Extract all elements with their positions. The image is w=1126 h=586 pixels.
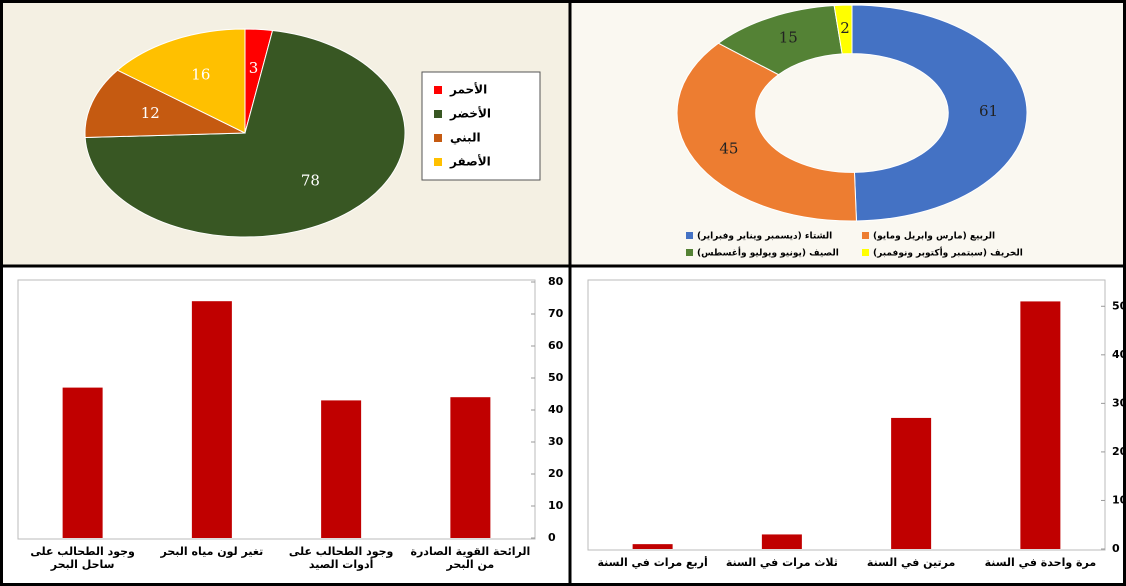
legend-label: الأحمر [449, 82, 487, 97]
data-label: 61 [979, 102, 998, 120]
y-tick-label: 10 [1112, 493, 1126, 506]
legend-label: الصيف (يونيو ويوليو وأغسطس) [697, 247, 839, 259]
x-tick-label-box: وجود الطحالب على ساحل البحر [30, 545, 135, 571]
legend-label: الشتاء (ديسمبر ويناير وفبراير) [697, 232, 832, 242]
x-tick-label: أربع مرات في السنة [597, 556, 708, 569]
y-tick-label: 50 [548, 371, 564, 384]
y-tick-label: 30 [1112, 396, 1126, 409]
y-tick-label: 20 [548, 467, 564, 480]
y-tick-label: 50 [1112, 299, 1126, 312]
data-label: 78 [301, 171, 320, 189]
legend-swatch [686, 249, 693, 256]
x-tick-label-box: ثلاث مرات في السنة [725, 556, 838, 569]
bar [450, 397, 491, 538]
legend-label: الأصفر [449, 154, 491, 169]
y-tick-label: 0 [548, 531, 556, 544]
y-tick-label: 10 [548, 499, 564, 512]
bar [191, 301, 232, 538]
slice [676, 42, 857, 222]
bar [761, 534, 802, 549]
legend-swatch [862, 232, 869, 239]
bar [891, 417, 932, 549]
y-tick-label: 70 [548, 307, 564, 320]
plot-frame [587, 279, 1106, 551]
slice [851, 4, 1028, 222]
bar [62, 387, 103, 538]
bar [321, 400, 362, 538]
x-tick-label-box: وجود الطحالب على أدوات الصيد [288, 545, 394, 571]
panel-bg [0, 266, 1126, 586]
slice [84, 30, 406, 238]
data-label: 12 [141, 104, 160, 122]
x-tick-label: مرة واحدة في السنة [984, 556, 1097, 569]
x-tick-label-box: مرتين في السنة [866, 556, 956, 569]
slice [833, 4, 853, 55]
data-label: 15 [779, 28, 798, 46]
y-tick-label: 40 [548, 403, 564, 416]
legend-swatch [434, 158, 442, 166]
x-tick-label-box: أربع مرات في السنة [597, 556, 708, 569]
x-tick-label: وجود الطحالب على ساحل البحر [30, 545, 135, 571]
legend-label: الأخضر [449, 106, 491, 121]
bar [632, 544, 673, 549]
legend-label: الخريف (سبتمبر وأكتوبر ونوفمبر) [873, 247, 1023, 259]
legend-swatch [434, 86, 442, 94]
data-label: 2 [840, 19, 850, 37]
data-label: 3 [249, 59, 259, 77]
y-tick-label: 20 [1112, 445, 1126, 458]
bar [1020, 301, 1061, 549]
legend-label: الربيع (مارس وابريل ومايو) [873, 232, 995, 242]
slice [84, 69, 246, 139]
legend-swatch [686, 232, 693, 239]
legend-swatch [434, 110, 442, 118]
x-tick-label: ثلاث مرات في السنة [725, 556, 838, 569]
data-label: 45 [719, 139, 738, 157]
x-tick-label-box: الرائحة القوية الصادرة من البحر [410, 545, 531, 571]
x-tick-label: تغير لون مياه البحر [160, 545, 264, 558]
x-tick-label-box: تغير لون مياه البحر [160, 545, 264, 558]
y-tick-label: 0 [1112, 542, 1120, 555]
data-label: 16 [191, 65, 210, 83]
y-tick-label: 80 [548, 275, 564, 288]
x-tick-label: الرائحة القوية الصادرة من البحر [410, 545, 531, 571]
y-tick-label: 40 [1112, 348, 1126, 361]
x-tick-label: وجود الطحالب على أدوات الصيد [288, 545, 394, 571]
y-tick-label: 60 [548, 339, 564, 352]
legend-swatch [434, 134, 442, 142]
slice [116, 28, 246, 134]
legend-label: البني [450, 131, 481, 145]
legend-swatch [862, 249, 869, 256]
x-tick-label: مرتين في السنة [866, 556, 956, 569]
x-tick-label-box: مرة واحدة في السنة [984, 556, 1097, 569]
y-tick-label: 30 [548, 435, 564, 448]
